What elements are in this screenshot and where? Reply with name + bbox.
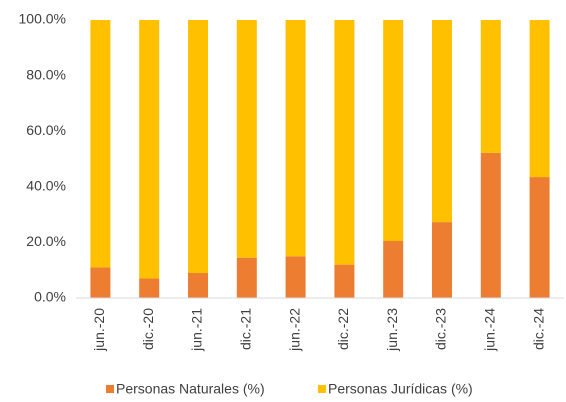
bar-segment [139,20,160,279]
bar-segment [334,20,355,265]
x-tick-label: jun.-23 [384,308,400,352]
x-tick-label: jun.-24 [482,308,498,352]
bar-segment [529,177,550,298]
x-tick-label: jun.-20 [91,308,107,352]
bar-segment [90,267,111,298]
bar-segment [432,20,452,223]
bar-segment [529,20,550,178]
bar-segment [90,20,111,268]
y-tick-label: 0.0% [34,289,66,305]
bar-segment [188,272,208,298]
x-tick-label: jun.-21 [189,308,205,352]
bar-segment [285,20,306,257]
bar-segment [383,241,404,298]
legend-label: Personas Naturales (%) [116,381,265,397]
x-tick-label: dic.-20 [140,308,156,350]
bar-segment [334,264,355,298]
bar-segment [188,20,208,273]
legend-swatch [318,385,326,393]
bar-segment [480,152,501,298]
x-tick-label: dic.-22 [335,308,351,350]
y-tick-label: 60.0% [26,122,66,138]
bar-segment [432,222,452,298]
y-tick-label: 20.0% [26,233,66,249]
legend-label: Personas Jurídicas (%) [328,381,473,397]
y-tick-label: 40.0% [26,178,66,194]
bar-segment [285,256,306,298]
x-tick-label: jun.-22 [286,308,302,352]
bar-segment [236,257,257,298]
y-tick-label: 80.0% [26,66,66,82]
x-tick-label: dic.-23 [433,308,449,350]
bar-segment [139,278,160,298]
x-tick-label: dic.-21 [238,308,254,350]
bar-segment [480,20,501,153]
bar-segment [383,20,404,242]
x-tick-label: dic.-24 [530,308,546,350]
legend-swatch [106,385,114,393]
bar-segment [236,20,257,258]
y-tick-label: 100.0% [19,11,66,27]
